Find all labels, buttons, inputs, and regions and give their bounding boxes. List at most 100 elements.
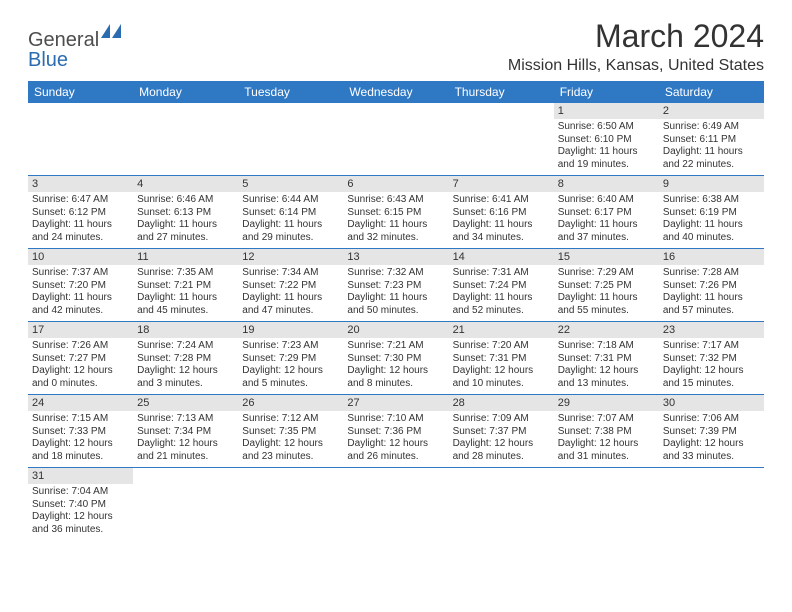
calendar-cell: 12Sunrise: 7:34 AMSunset: 7:22 PMDayligh… (238, 249, 343, 322)
logo-word-2: Blue (28, 49, 68, 71)
calendar-cell: 17Sunrise: 7:26 AMSunset: 7:27 PMDayligh… (28, 322, 133, 395)
calendar-cell: 30Sunrise: 7:06 AMSunset: 7:39 PMDayligh… (659, 395, 764, 468)
daylight-text: Daylight: 11 hours and 29 minutes. (242, 219, 339, 244)
calendar-row: 3Sunrise: 6:47 AMSunset: 6:12 PMDaylight… (28, 176, 764, 249)
day-data: Sunrise: 6:40 AMSunset: 6:17 PMDaylight:… (554, 192, 659, 248)
sunrise-text: Sunrise: 6:50 AM (558, 121, 655, 134)
location-text: Mission Hills, Kansas, United States (508, 57, 764, 75)
calendar-cell: 27Sunrise: 7:10 AMSunset: 7:36 PMDayligh… (343, 395, 448, 468)
sunset-text: Sunset: 6:19 PM (663, 207, 760, 220)
day-number: 26 (238, 395, 343, 411)
day-number: 8 (554, 176, 659, 192)
sunrise-text: Sunrise: 6:47 AM (32, 194, 129, 207)
sunrise-text: Sunrise: 7:04 AM (32, 486, 129, 499)
day-data: Sunrise: 7:15 AMSunset: 7:33 PMDaylight:… (28, 411, 133, 467)
logo-word-1: General (28, 29, 99, 51)
day-number: 27 (343, 395, 448, 411)
sunset-text: Sunset: 7:25 PM (558, 280, 655, 293)
day-data: Sunrise: 7:12 AMSunset: 7:35 PMDaylight:… (238, 411, 343, 467)
day-header-friday: Friday (554, 81, 659, 103)
day-data: Sunrise: 7:26 AMSunset: 7:27 PMDaylight:… (28, 338, 133, 394)
daylight-text: Daylight: 11 hours and 24 minutes. (32, 219, 129, 244)
daylight-text: Daylight: 11 hours and 52 minutes. (453, 292, 550, 317)
daylight-text: Daylight: 12 hours and 33 minutes. (663, 438, 760, 463)
daylight-text: Daylight: 12 hours and 21 minutes. (137, 438, 234, 463)
sunrise-text: Sunrise: 6:40 AM (558, 194, 655, 207)
day-data: Sunrise: 7:24 AMSunset: 7:28 PMDaylight:… (133, 338, 238, 394)
day-number: 16 (659, 249, 764, 265)
sunset-text: Sunset: 7:33 PM (32, 426, 129, 439)
sunrise-text: Sunrise: 7:35 AM (137, 267, 234, 280)
sunrise-text: Sunrise: 7:32 AM (347, 267, 444, 280)
day-number: 12 (238, 249, 343, 265)
calendar-cell: 2Sunrise: 6:49 AMSunset: 6:11 PMDaylight… (659, 103, 764, 176)
calendar-cell: 16Sunrise: 7:28 AMSunset: 7:26 PMDayligh… (659, 249, 764, 322)
day-number: 13 (343, 249, 448, 265)
calendar-cell (449, 468, 554, 541)
calendar-cell (133, 103, 238, 176)
daylight-text: Daylight: 11 hours and 22 minutes. (663, 146, 760, 171)
day-number: 21 (449, 322, 554, 338)
day-data: Sunrise: 7:09 AMSunset: 7:37 PMDaylight:… (449, 411, 554, 467)
day-data: Sunrise: 6:49 AMSunset: 6:11 PMDaylight:… (659, 119, 764, 175)
sunset-text: Sunset: 6:13 PM (137, 207, 234, 220)
day-number: 5 (238, 176, 343, 192)
sunset-text: Sunset: 7:30 PM (347, 353, 444, 366)
day-number: 7 (449, 176, 554, 192)
calendar-row: 17Sunrise: 7:26 AMSunset: 7:27 PMDayligh… (28, 322, 764, 395)
calendar-cell: 31Sunrise: 7:04 AMSunset: 7:40 PMDayligh… (28, 468, 133, 541)
calendar-row: 1Sunrise: 6:50 AMSunset: 6:10 PMDaylight… (28, 103, 764, 176)
day-data: Sunrise: 6:44 AMSunset: 6:14 PMDaylight:… (238, 192, 343, 248)
calendar-row: 24Sunrise: 7:15 AMSunset: 7:33 PMDayligh… (28, 395, 764, 468)
daylight-text: Daylight: 11 hours and 19 minutes. (558, 146, 655, 171)
day-data: Sunrise: 7:31 AMSunset: 7:24 PMDaylight:… (449, 265, 554, 321)
day-number: 1 (554, 103, 659, 119)
calendar-cell: 24Sunrise: 7:15 AMSunset: 7:33 PMDayligh… (28, 395, 133, 468)
daylight-text: Daylight: 11 hours and 27 minutes. (137, 219, 234, 244)
day-data: Sunrise: 6:43 AMSunset: 6:15 PMDaylight:… (343, 192, 448, 248)
sunrise-text: Sunrise: 7:37 AM (32, 267, 129, 280)
sunrise-text: Sunrise: 7:21 AM (347, 340, 444, 353)
daylight-text: Daylight: 11 hours and 45 minutes. (137, 292, 234, 317)
sunset-text: Sunset: 7:38 PM (558, 426, 655, 439)
sunrise-text: Sunrise: 7:12 AM (242, 413, 339, 426)
calendar-cell (28, 103, 133, 176)
sunset-text: Sunset: 7:31 PM (558, 353, 655, 366)
sunset-text: Sunset: 7:23 PM (347, 280, 444, 293)
daylight-text: Daylight: 12 hours and 31 minutes. (558, 438, 655, 463)
daylight-text: Daylight: 12 hours and 5 minutes. (242, 365, 339, 390)
day-header-wednesday: Wednesday (343, 81, 448, 103)
calendar-cell (449, 103, 554, 176)
month-title: March 2024 (508, 18, 764, 55)
sail-icon (101, 24, 121, 38)
sunset-text: Sunset: 7:36 PM (347, 426, 444, 439)
day-data: Sunrise: 6:38 AMSunset: 6:19 PMDaylight:… (659, 192, 764, 248)
calendar-cell: 1Sunrise: 6:50 AMSunset: 6:10 PMDaylight… (554, 103, 659, 176)
day-data: Sunrise: 7:21 AMSunset: 7:30 PMDaylight:… (343, 338, 448, 394)
calendar-cell: 15Sunrise: 7:29 AMSunset: 7:25 PMDayligh… (554, 249, 659, 322)
calendar-cell (343, 103, 448, 176)
day-header-saturday: Saturday (659, 81, 764, 103)
calendar-cell: 4Sunrise: 6:46 AMSunset: 6:13 PMDaylight… (133, 176, 238, 249)
day-number: 30 (659, 395, 764, 411)
sunrise-text: Sunrise: 7:06 AM (663, 413, 760, 426)
day-data: Sunrise: 7:04 AMSunset: 7:40 PMDaylight:… (28, 484, 133, 540)
sunrise-text: Sunrise: 6:41 AM (453, 194, 550, 207)
sunrise-text: Sunrise: 7:29 AM (558, 267, 655, 280)
day-data: Sunrise: 7:13 AMSunset: 7:34 PMDaylight:… (133, 411, 238, 467)
calendar-cell (554, 468, 659, 541)
day-number: 23 (659, 322, 764, 338)
daylight-text: Daylight: 11 hours and 55 minutes. (558, 292, 655, 317)
day-data: Sunrise: 7:23 AMSunset: 7:29 PMDaylight:… (238, 338, 343, 394)
day-data: Sunrise: 7:18 AMSunset: 7:31 PMDaylight:… (554, 338, 659, 394)
day-header-thursday: Thursday (449, 81, 554, 103)
day-header-monday: Monday (133, 81, 238, 103)
day-header-sunday: Sunday (28, 81, 133, 103)
calendar-cell: 29Sunrise: 7:07 AMSunset: 7:38 PMDayligh… (554, 395, 659, 468)
sunset-text: Sunset: 7:40 PM (32, 499, 129, 512)
day-data: Sunrise: 6:46 AMSunset: 6:13 PMDaylight:… (133, 192, 238, 248)
daylight-text: Daylight: 12 hours and 36 minutes. (32, 511, 129, 536)
sunrise-text: Sunrise: 7:24 AM (137, 340, 234, 353)
sunrise-text: Sunrise: 7:17 AM (663, 340, 760, 353)
daylight-text: Daylight: 12 hours and 3 minutes. (137, 365, 234, 390)
